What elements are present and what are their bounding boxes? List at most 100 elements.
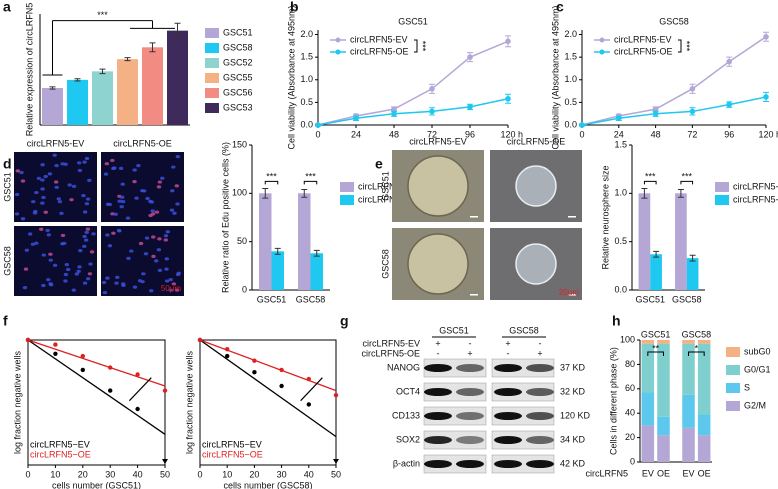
cell-nucleus <box>82 210 88 214</box>
cell-nucleus <box>22 285 28 290</box>
y-tick-label: 1.0 <box>300 74 313 84</box>
marker <box>306 402 311 407</box>
cell-nucleus <box>52 263 58 267</box>
x-tick-label: 96 <box>465 129 475 139</box>
cell-nucleus <box>102 290 108 295</box>
bar-segment <box>641 425 655 462</box>
cell-nucleus <box>85 197 91 201</box>
cell-nucleus <box>74 272 80 276</box>
cell-nucleus <box>157 237 162 241</box>
cell-nucleus <box>101 280 107 285</box>
cell-nucleus <box>164 267 169 271</box>
legend-swatch <box>726 365 740 375</box>
y-tick-label: 20 <box>625 432 635 442</box>
cell-nucleus <box>160 176 165 180</box>
cell-nucleus <box>40 163 45 167</box>
error-bar <box>301 188 308 198</box>
marker <box>80 367 86 373</box>
chart-title: GSC51 <box>398 16 428 26</box>
bar-segment <box>657 343 670 417</box>
panel-label: c <box>556 0 564 15</box>
cell-nucleus <box>113 212 118 216</box>
cell-nucleus <box>107 202 112 207</box>
blot-band <box>494 412 522 420</box>
legend-label: circLRFN5-EV <box>614 34 672 44</box>
cell-nucleus <box>34 190 39 195</box>
marker <box>726 101 732 108</box>
x-tick-label: GSC58 <box>672 294 702 304</box>
blot-band <box>526 436 554 444</box>
bar-segment <box>682 427 695 462</box>
x-tick-label: 50 <box>160 469 170 479</box>
legend-swatch <box>726 347 740 357</box>
marker <box>225 347 230 352</box>
x-tick-label: 120 <box>500 129 515 139</box>
y-tick-label: 0 <box>630 456 635 466</box>
cell-nucleus <box>144 236 150 240</box>
cell-nucleus <box>105 276 110 280</box>
significance-bracket <box>688 351 705 356</box>
cell-nucleus <box>82 244 87 248</box>
x-tick-label: 40 <box>304 469 314 479</box>
blot-band <box>494 460 522 468</box>
cell-nucleus <box>67 183 72 187</box>
cell-nucleus <box>91 232 96 236</box>
marker <box>763 33 769 40</box>
marker <box>162 459 168 464</box>
marker <box>505 95 511 102</box>
marker <box>333 393 339 398</box>
marker <box>333 459 339 464</box>
marker <box>252 370 257 375</box>
condition: circLRFN5-EV <box>362 338 420 348</box>
bar-segment <box>641 392 655 426</box>
error-bar <box>641 188 648 199</box>
difference-bar <box>300 377 323 402</box>
cell-nucleus <box>82 234 87 239</box>
bar <box>167 30 188 125</box>
x-tick-label: 20 <box>78 469 88 479</box>
fit-line <box>199 339 337 392</box>
blot-band <box>494 364 522 372</box>
blot-band <box>456 364 484 372</box>
cell-nucleus <box>151 235 156 239</box>
sign: - <box>539 338 542 348</box>
cell-nucleus <box>40 178 45 182</box>
cell-nucleus <box>148 213 153 218</box>
cell-nucleus <box>121 283 126 288</box>
cell-nucleus <box>118 166 124 170</box>
cell-nucleus <box>14 192 20 197</box>
error-bar <box>74 78 81 82</box>
bar-segment <box>697 435 711 462</box>
y-axis-label: log fraction negative wells <box>12 350 22 454</box>
y-tick-label: 1.5 <box>614 139 627 149</box>
cell-nucleus <box>76 269 81 273</box>
scale-bar <box>470 216 478 218</box>
cell-nucleus <box>172 211 177 215</box>
significance-bracket <box>680 180 694 185</box>
cell-nucleus <box>137 279 143 283</box>
bar <box>298 193 311 290</box>
cell-nucleus <box>163 238 169 242</box>
marker <box>53 342 58 347</box>
y-tick-label: 0 <box>242 284 247 294</box>
blot-band <box>456 436 484 444</box>
scale-bar <box>568 294 576 296</box>
cell-nucleus <box>53 180 59 184</box>
cell-nucleus <box>170 189 175 193</box>
fit-line <box>27 339 166 435</box>
cell-nucleus <box>77 168 83 173</box>
protein-label: OCT4 <box>396 386 420 396</box>
cell-nucleus <box>43 174 48 179</box>
sign: + <box>467 348 472 358</box>
cell-nucleus <box>174 184 180 188</box>
legend-marker <box>335 49 341 55</box>
cell-nucleus <box>85 277 91 281</box>
bar-segment <box>641 340 655 344</box>
x-tick-label: 30 <box>105 469 115 479</box>
significance: *** <box>266 172 277 182</box>
cell-nucleus <box>15 169 21 173</box>
cell-nucleus <box>175 202 180 206</box>
cell-nucleus <box>141 272 146 276</box>
sign: - <box>507 348 510 358</box>
